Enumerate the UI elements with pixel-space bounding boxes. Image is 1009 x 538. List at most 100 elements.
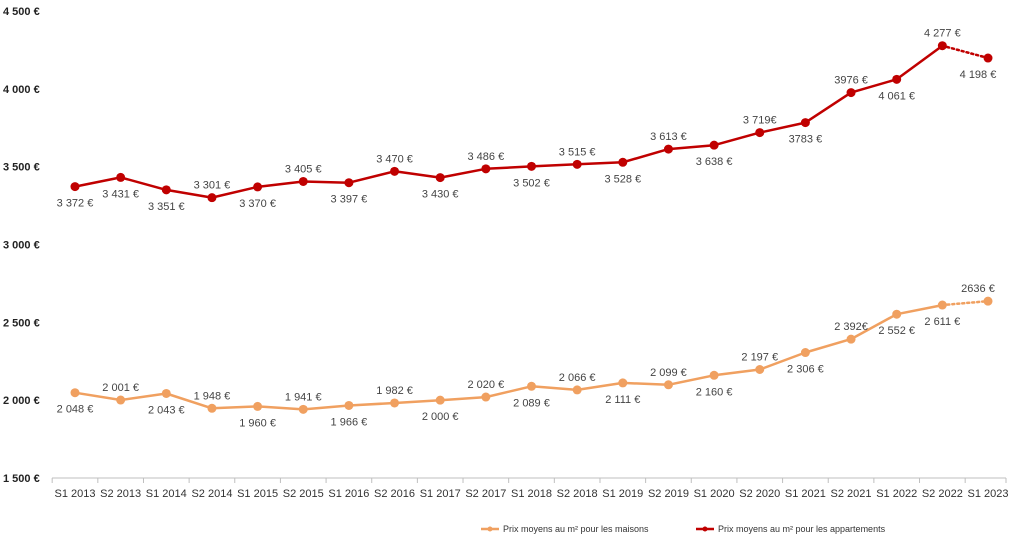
x-tick-label: S2 2015 [283, 488, 324, 500]
data-point [161, 388, 171, 398]
series-line-projection [941, 299, 990, 307]
data-point [116, 172, 126, 182]
x-tick-label: S2 2020 [739, 488, 780, 500]
x-tick-label: S2 2019 [648, 488, 689, 500]
data-point [709, 140, 719, 150]
data-label: 2 611 € [924, 316, 960, 328]
data-point [298, 176, 308, 186]
data-label: 2 111 € [605, 394, 640, 406]
x-tick-label: S1 2018 [511, 488, 552, 500]
data-label: 3976 € [834, 75, 868, 87]
x-tick-label: S2 2018 [557, 488, 598, 500]
data-label: 3 613 € [650, 131, 687, 143]
series-0: 3 372 € 3 431 € 3 351 € 3 301 € 3 370 € 3 405… [57, 28, 997, 213]
y-tick-label: 4 000 € [3, 84, 40, 96]
legend-label-appartements: Prix moyens au m² pour les appartements [718, 524, 886, 534]
x-tick-label: S2 2016 [374, 488, 415, 500]
data-point [527, 381, 536, 391]
data-label: 3 430 € [422, 189, 459, 201]
data-point [755, 128, 765, 138]
x-axis: S1 2013 S2 2013 S1 2014 S2 2014 S1 2015 S2 20… [51, 478, 1008, 500]
y-tick-label: 3 000 € [3, 240, 40, 252]
data-point [892, 309, 902, 319]
x-tick-label: S1 2021 [785, 488, 826, 500]
data-label: 2 001 € [102, 382, 139, 394]
data-point [937, 41, 947, 51]
data-point [800, 118, 810, 128]
data-point [481, 392, 491, 402]
data-point [572, 159, 582, 169]
series-line [74, 44, 944, 199]
data-label: 2 000 € [422, 411, 459, 423]
series-line-projection [941, 44, 990, 60]
data-label: 2 066 € [559, 372, 596, 384]
x-tick-label: S1 2014 [146, 488, 187, 500]
data-point [70, 388, 80, 398]
data-point [709, 370, 719, 380]
data-label: 2 552 € [878, 325, 915, 337]
data-label: 1 960 € [239, 417, 276, 429]
data-point [116, 395, 126, 405]
y-tick-label: 1 500 € [3, 473, 40, 485]
data-label: 1 966 € [331, 416, 368, 428]
data-label: 2 048 € [57, 404, 94, 416]
data-label: 3 431 € [102, 188, 139, 200]
data-label: 3 528 € [604, 173, 641, 185]
data-label: 3 397 € [331, 194, 368, 206]
data-point [572, 385, 582, 395]
y-tick-label: 2 000 € [3, 395, 40, 407]
series-layer: 3 372 € 3 431 € 3 351 € 3 301 € 3 370 € 3 405… [57, 28, 997, 430]
x-tick-label: S2 2014 [191, 488, 232, 500]
data-label: 1 941 € [285, 391, 322, 403]
data-label: 3 301 € [194, 180, 231, 192]
data-label: 1 982 € [376, 385, 413, 397]
legend-item-appartements: Prix moyens au m² pour les appartements [696, 524, 886, 534]
data-point [253, 401, 263, 411]
x-tick-label: S1 2015 [237, 488, 278, 500]
data-point [846, 88, 856, 98]
x-tick-label: S1 2019 [602, 488, 643, 500]
x-tick-label: S1 2020 [694, 488, 735, 500]
data-point [70, 182, 80, 192]
data-point [253, 182, 263, 192]
data-point [663, 380, 673, 390]
data-label: 3 370 € [239, 198, 276, 210]
data-label: 3 405 € [285, 163, 322, 175]
data-point [161, 185, 171, 195]
x-tick-label: S2 2017 [465, 488, 506, 500]
data-label: 4 061 € [878, 90, 915, 102]
data-label: 2 392€ [834, 321, 868, 333]
data-label: 2 306 € [787, 364, 824, 376]
y-axis: 1 500 € 2 000 € 2 500 € 3 000 € 3 500 € 4 000… [3, 6, 40, 485]
data-point [527, 161, 536, 171]
x-tick-label: S1 2016 [328, 488, 369, 500]
y-tick-label: 2 500 € [3, 317, 40, 329]
data-point [983, 53, 993, 63]
data-point [298, 404, 308, 414]
data-point [800, 348, 810, 358]
data-label: 2 197 € [741, 352, 778, 364]
data-point [937, 300, 947, 310]
series-line [74, 303, 943, 411]
data-label: 4 198 € [960, 69, 997, 81]
legend-label-maisons: Prix moyens au m² pour les maisons [503, 524, 649, 534]
x-tick-label: S2 2013 [100, 488, 141, 500]
data-label: 3 372 € [57, 198, 94, 210]
x-tick-label: S1 2017 [420, 488, 461, 500]
data-point [983, 296, 993, 306]
y-tick-label: 3 500 € [3, 162, 40, 174]
data-point [390, 166, 400, 176]
data-point [390, 398, 400, 408]
x-tick-label: S2 2021 [831, 488, 872, 500]
data-point [618, 157, 628, 167]
data-label: 3 470 € [376, 153, 413, 165]
data-label: 3783 € [789, 134, 823, 146]
data-point [892, 74, 902, 84]
data-label: 3 351 € [148, 201, 185, 213]
data-point [207, 193, 217, 203]
x-tick-label: S2 2022 [922, 488, 963, 500]
data-point [481, 164, 491, 174]
data-label: 2 089 € [513, 397, 550, 409]
x-tick-label: S1 2022 [876, 488, 917, 500]
